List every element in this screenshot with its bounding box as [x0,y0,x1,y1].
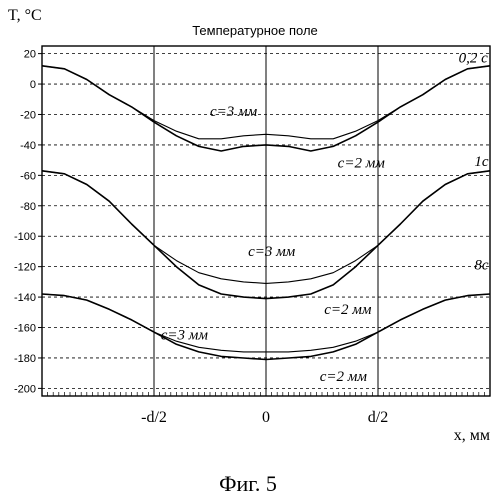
x-tick-label: d/2 [368,409,388,426]
y-tick-label: -180 [14,353,36,365]
y-tick-label: -120 [14,262,36,274]
curve-annotation: с=2 мм [320,369,368,385]
y-tick-label: -200 [14,383,36,395]
chart-title: Температурное поле [192,23,318,38]
x-tick-label: -d/2 [141,409,167,426]
y-tick-label: -40 [20,140,36,152]
y-tick-label: 0 [30,79,36,91]
y-tick-label: -80 [20,201,36,213]
curve-annotation: с=3 мм [210,104,258,120]
y-tick-label: -160 [14,323,36,335]
y-tick-label: -60 [20,170,36,182]
curve-annotation: с=2 мм [324,302,372,318]
curve-annotation: 1с [474,154,489,170]
y-axis-label: T, °C [8,7,42,24]
y-tick-label: -100 [14,231,36,243]
curve-annotation: 8с [474,258,489,274]
curve-annotation: с=3 мм [161,328,209,344]
y-tick-label: -140 [14,292,36,304]
y-tick-label: 20 [24,49,36,61]
x-tick-label: 0 [262,409,270,426]
curve-annotation: с=2 мм [338,156,386,172]
y-tick-label: -20 [20,109,36,121]
curve-annotation: с=3 мм [248,244,296,260]
curve-annotation: 0,2 с [459,51,489,67]
x-axis-label: x, мм [454,427,490,444]
figure-caption: Фиг. 5 [219,471,277,496]
